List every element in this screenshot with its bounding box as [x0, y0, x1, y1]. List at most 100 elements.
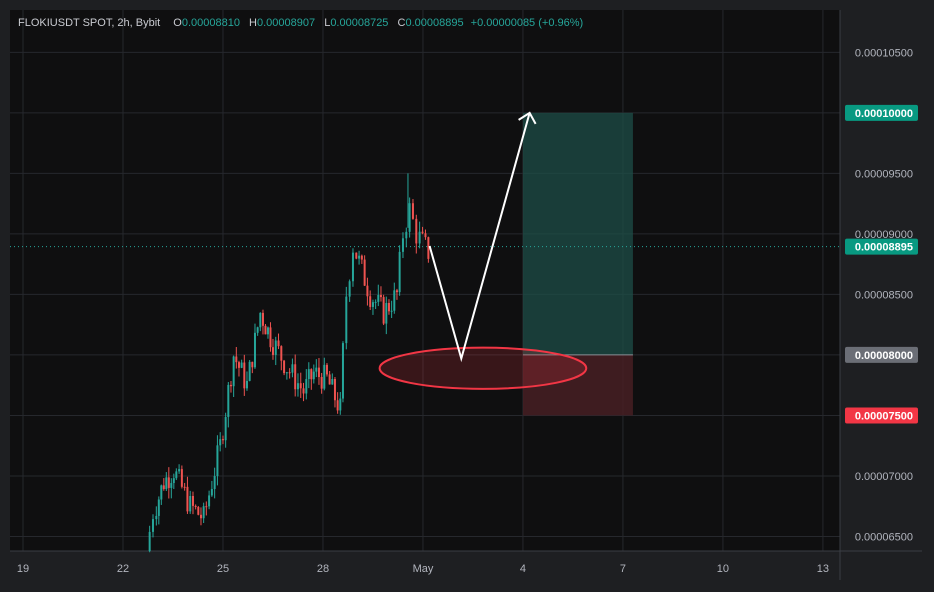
- candle-body: [333, 379, 336, 401]
- candle-body: [235, 356, 238, 363]
- take-profit-label: 0.00010000: [855, 108, 913, 120]
- candle-body: [261, 312, 264, 326]
- x-tick-label: 19: [17, 563, 29, 575]
- candle-body: [229, 384, 232, 387]
- high-value: 0.00008907: [257, 17, 316, 29]
- candle-body: [148, 531, 151, 551]
- entry-label: 0.00008000: [855, 350, 913, 362]
- candle-body: [307, 369, 310, 380]
- candle-body: [160, 485, 163, 500]
- symbol-title: FLOKIUSDT SPOT, 2h, Bybit: [18, 17, 161, 29]
- candle-body: [183, 486, 186, 488]
- x-tick-label: 13: [817, 563, 829, 575]
- y-tick-label: 0.00010500: [855, 47, 913, 59]
- candle-body: [167, 477, 170, 488]
- close-value: 0.00008895: [405, 17, 464, 29]
- candle-body: [259, 312, 262, 328]
- current-price-label: 0.00008895: [855, 242, 913, 254]
- candle-body: [170, 483, 173, 488]
- candle-body: [213, 476, 216, 490]
- candle-body: [283, 360, 286, 374]
- candle-body: [237, 362, 240, 368]
- candle-body: [366, 285, 369, 297]
- entry-badge: [845, 346, 918, 363]
- candle-body: [336, 400, 339, 411]
- candle-body: [240, 362, 243, 368]
- current-price-badge: [845, 238, 918, 255]
- candle-body: [162, 485, 165, 490]
- candle-body: [280, 346, 283, 361]
- candle-body: [369, 296, 372, 307]
- y-tick-label: 0.00008500: [855, 289, 913, 301]
- candle-body: [208, 495, 211, 507]
- candle-body: [271, 347, 274, 355]
- candle-body: [210, 489, 213, 496]
- candle-body: [379, 295, 382, 298]
- candle-body: [248, 361, 251, 381]
- candle-body: [251, 361, 254, 368]
- low-value: 0.00008725: [330, 17, 389, 29]
- candle-body: [264, 325, 267, 335]
- candle-body: [157, 499, 160, 516]
- y-tick-label: 0.00007000: [855, 471, 913, 483]
- y-tick-label: 0.00009000: [855, 229, 913, 241]
- candle-body: [296, 383, 299, 390]
- target-zone: [522, 112, 633, 355]
- close-label: C: [397, 17, 406, 29]
- candle-body: [302, 388, 305, 394]
- candle-body: [325, 364, 328, 375]
- candle-body: [227, 384, 230, 417]
- candle-body: [253, 332, 256, 368]
- candle-body: [224, 416, 227, 441]
- candle-body: [351, 252, 354, 282]
- candle-body: [274, 340, 277, 355]
- candle-body: [377, 295, 380, 302]
- candle-body: [180, 469, 183, 487]
- candle-body: [175, 471, 178, 479]
- candle-body: [191, 495, 194, 506]
- candle-body: [374, 301, 377, 303]
- candle-body: [348, 281, 351, 297]
- candle-body: [165, 477, 168, 490]
- take-profit-badge: [845, 104, 918, 121]
- low-label: L: [324, 17, 331, 29]
- projection-arrow: [428, 112, 531, 363]
- candle-body: [421, 231, 424, 234]
- high-label: H: [249, 17, 257, 29]
- candle-body: [390, 310, 393, 312]
- candle-body: [243, 362, 246, 389]
- x-tick-label: 28: [317, 563, 329, 575]
- candle-body: [299, 383, 302, 389]
- candle-body: [232, 356, 235, 387]
- candle-body: [405, 231, 408, 239]
- candle-body: [331, 379, 334, 385]
- candle-body: [360, 255, 363, 260]
- x-tick-label: 7: [620, 563, 626, 575]
- change-value: +0.00000085 (+0.96%): [470, 17, 584, 29]
- candle-body: [427, 237, 430, 259]
- candle-body: [398, 251, 401, 293]
- candle-body: [294, 364, 297, 390]
- candle-body: [395, 290, 398, 293]
- candle-body: [305, 379, 308, 394]
- candle-body: [285, 372, 288, 374]
- candle-body: [151, 519, 154, 532]
- candle-body: [393, 290, 396, 311]
- candle-body: [172, 478, 175, 484]
- candle-body: [189, 495, 192, 512]
- candle-body: [178, 469, 181, 472]
- candle-body: [186, 486, 189, 512]
- candle-body: [269, 327, 272, 348]
- candle-body: [355, 252, 358, 259]
- open-label: O: [173, 17, 182, 29]
- symbol-header: FLOKIUSDT SPOT, 2h, Bybit O0.00008810 H0…: [18, 17, 583, 29]
- candle-body: [424, 233, 427, 238]
- candle-body: [408, 203, 411, 232]
- stop-loss-badge: [845, 407, 918, 424]
- candle-body: [411, 203, 414, 219]
- candle-body: [328, 374, 331, 385]
- x-tick-label: 4: [520, 563, 526, 575]
- candle-body: [216, 445, 219, 477]
